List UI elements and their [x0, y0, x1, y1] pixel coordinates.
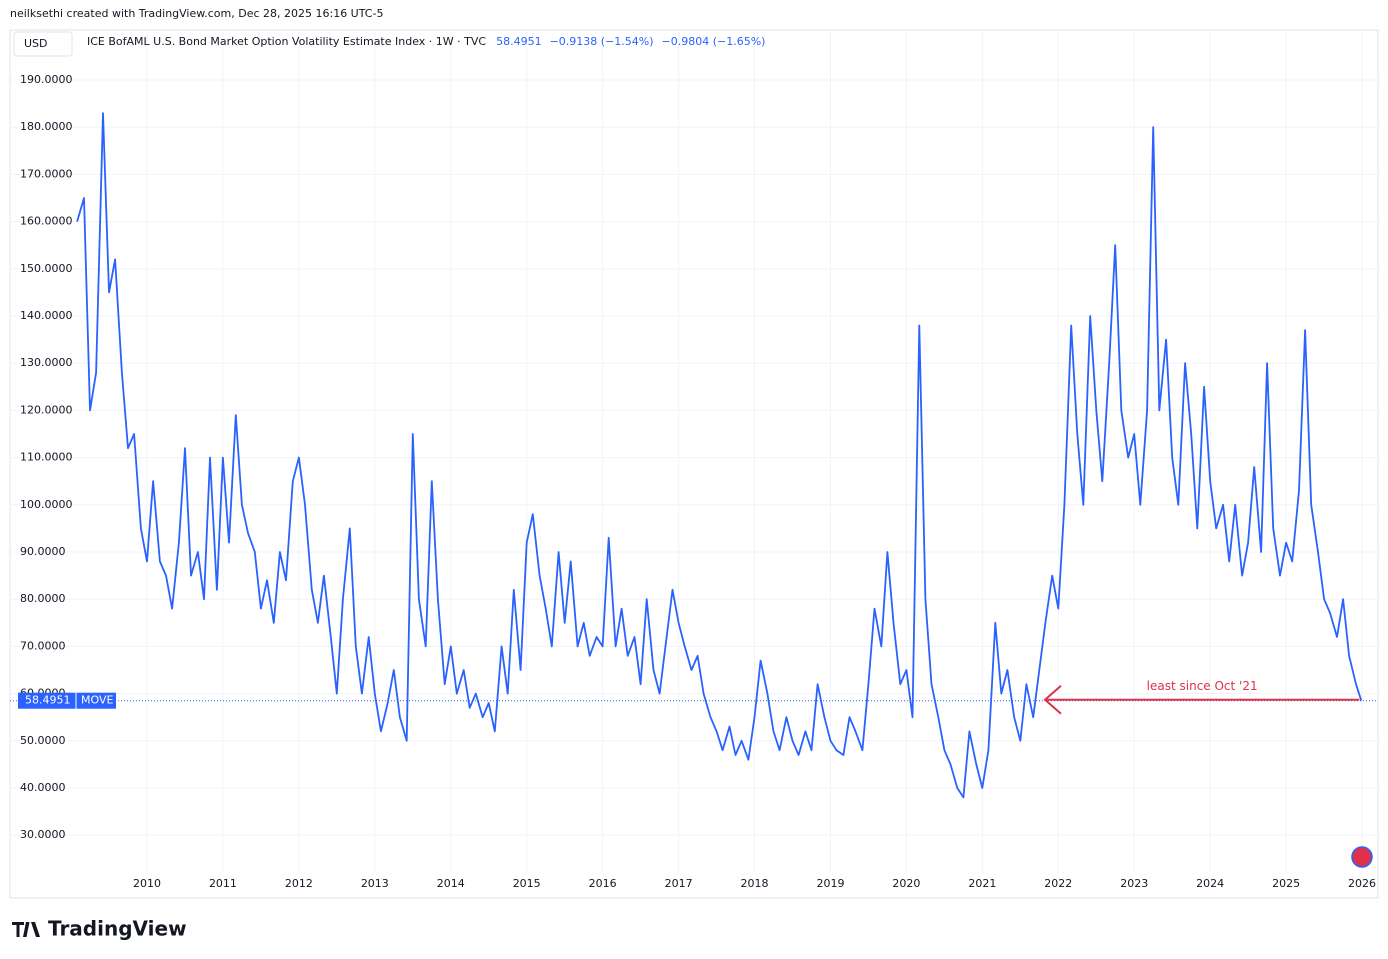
legend-value: −0.9138 (−1.54%) [550, 35, 654, 48]
y-tick-label: 180.0000 [20, 120, 73, 133]
x-tick-label: 2015 [513, 877, 541, 890]
x-tick-label: 2022 [1044, 877, 1072, 890]
y-tick-label: 130.0000 [20, 356, 73, 369]
x-tick-label: 2023 [1120, 877, 1148, 890]
y-tick-label: 100.0000 [20, 498, 73, 511]
legend-value: 58.4951 [496, 35, 542, 48]
x-tick-label: 2012 [285, 877, 313, 890]
x-tick-label: 2019 [816, 877, 844, 890]
y-tick-label: 80.0000 [20, 592, 66, 605]
y-tick-label: 160.0000 [20, 215, 73, 228]
y-tick-label: 120.0000 [20, 403, 73, 416]
brand: TradingView [48, 917, 187, 941]
x-tick-label: 2010 [133, 877, 161, 890]
y-tick-label: 70.0000 [20, 639, 66, 652]
y-tick-label: 140.0000 [20, 309, 73, 322]
price-label-box [18, 692, 116, 709]
x-tick-label: 2018 [741, 877, 769, 890]
x-tick-label: 2020 [892, 877, 920, 890]
flag-icon [1351, 846, 1373, 868]
x-tick-label: 2024 [1196, 877, 1224, 890]
price-label: 58.4951 [25, 694, 71, 707]
y-tick-label: 170.0000 [20, 167, 73, 180]
logo-mark [12, 922, 40, 937]
currency: USD [24, 37, 48, 50]
x-tick-label: 2021 [968, 877, 996, 890]
x-tick-label: 2026 [1348, 877, 1376, 890]
currency-button[interactable] [13, 31, 73, 57]
annotation: least since Oct '21 [1147, 679, 1258, 693]
legend-title: ICE BofAML U.S. Bond Market Option Volat… [87, 35, 486, 48]
credit: neilksethi created with TradingView.com,… [10, 7, 383, 20]
y-tick-label: 30.0000 [20, 828, 66, 841]
y-tick-label: 50.0000 [20, 734, 66, 747]
chart-frame [9, 29, 1379, 899]
series-name: MOVE [81, 694, 113, 707]
x-tick-label: 2011 [209, 877, 237, 890]
x-tick-label: 2016 [589, 877, 617, 890]
annotation-arrowhead [1043, 684, 1062, 715]
y-tick-label: 190.0000 [20, 73, 73, 86]
legend-value: −0.9804 (−1.65%) [662, 35, 766, 48]
y-tick-label: 150.0000 [20, 262, 73, 275]
x-tick-label: 2013 [361, 877, 389, 890]
x-tick-label: 2025 [1272, 877, 1300, 890]
y-tick-label: 90.0000 [20, 545, 66, 558]
series-line [76, 112, 1363, 799]
x-tick-label: 2014 [437, 877, 465, 890]
y-tick-label: 40.0000 [20, 781, 66, 794]
x-tick-label: 2017 [665, 877, 693, 890]
y-tick-label: 110.0000 [20, 451, 73, 464]
